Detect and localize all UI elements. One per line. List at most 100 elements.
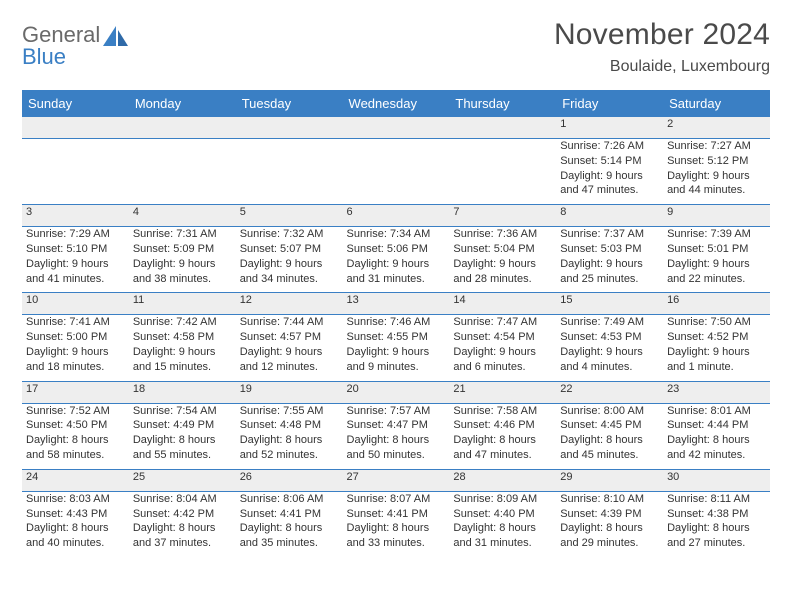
day-info: Sunrise: 7:57 AMSunset: 4:47 PMDaylight:… [347,404,446,463]
daylight-text: Daylight: 9 hours [240,257,339,272]
daylight-text: and 1 minute. [667,360,766,375]
sunrise-text: Sunrise: 7:36 AM [453,227,552,242]
daylight-text: and 41 minutes. [26,272,125,287]
sunrise-text: Sunrise: 7:41 AM [26,315,125,330]
day-number-cell [129,117,236,138]
sunrise-text: Sunrise: 8:01 AM [667,404,766,419]
sunrise-text: Sunrise: 7:58 AM [453,404,552,419]
day-header: Saturday [663,90,770,117]
daylight-text: and 42 minutes. [667,448,766,463]
daylight-text: and 37 minutes. [133,536,232,551]
daylight-text: Daylight: 9 hours [133,257,232,272]
day-number-cell: 30 [663,469,770,491]
day-info: Sunrise: 8:10 AMSunset: 4:39 PMDaylight:… [560,492,659,551]
calendar-body: 12Sunrise: 7:26 AMSunset: 5:14 PMDayligh… [22,117,770,557]
sunset-text: Sunset: 4:42 PM [133,507,232,522]
sunset-text: Sunset: 5:01 PM [667,242,766,257]
page-header: General Blue November 2024 Boulaide, Lux… [22,18,770,76]
day-number-cell: 14 [449,293,556,315]
location-text: Boulaide, Luxembourg [554,58,770,76]
daylight-text: and 52 minutes. [240,448,339,463]
sunrise-text: Sunrise: 7:52 AM [26,404,125,419]
sunset-text: Sunset: 4:53 PM [560,330,659,345]
day-info-cell: Sunrise: 8:04 AMSunset: 4:42 PMDaylight:… [129,491,236,557]
day-info: Sunrise: 8:09 AMSunset: 4:40 PMDaylight:… [453,492,552,551]
sunset-text: Sunset: 4:54 PM [453,330,552,345]
daylight-text: and 22 minutes. [667,272,766,287]
brand-logo: General Blue [22,18,129,68]
daylight-text: Daylight: 8 hours [347,433,446,448]
sunrise-text: Sunrise: 8:07 AM [347,492,446,507]
sunset-text: Sunset: 4:41 PM [347,507,446,522]
sunset-text: Sunset: 4:58 PM [133,330,232,345]
sunset-text: Sunset: 4:40 PM [453,507,552,522]
calendar-table: Sunday Monday Tuesday Wednesday Thursday… [22,90,770,557]
daylight-text: and 47 minutes. [560,183,659,198]
sunset-text: Sunset: 5:14 PM [560,154,659,169]
day-info-cell: Sunrise: 8:00 AMSunset: 4:45 PMDaylight:… [556,403,663,469]
day-info: Sunrise: 8:03 AMSunset: 4:43 PMDaylight:… [26,492,125,551]
sunset-text: Sunset: 4:55 PM [347,330,446,345]
day-info: Sunrise: 7:55 AMSunset: 4:48 PMDaylight:… [240,404,339,463]
sunrise-text: Sunrise: 7:37 AM [560,227,659,242]
daylight-text: Daylight: 8 hours [667,433,766,448]
sunrise-text: Sunrise: 8:04 AM [133,492,232,507]
daylight-text: Daylight: 9 hours [453,257,552,272]
sunrise-text: Sunrise: 7:50 AM [667,315,766,330]
sunrise-text: Sunrise: 7:42 AM [133,315,232,330]
daylight-text: and 35 minutes. [240,536,339,551]
sunrise-text: Sunrise: 7:31 AM [133,227,232,242]
daylight-text: Daylight: 9 hours [133,345,232,360]
daylight-text: and 58 minutes. [26,448,125,463]
daylight-text: Daylight: 9 hours [240,345,339,360]
day-info-cell: Sunrise: 7:42 AMSunset: 4:58 PMDaylight:… [129,315,236,381]
calendar-header-row: Sunday Monday Tuesday Wednesday Thursday… [22,90,770,117]
daylight-text: and 31 minutes. [453,536,552,551]
day-info-cell: Sunrise: 8:09 AMSunset: 4:40 PMDaylight:… [449,491,556,557]
day-info: Sunrise: 7:47 AMSunset: 4:54 PMDaylight:… [453,315,552,374]
day-info: Sunrise: 7:42 AMSunset: 4:58 PMDaylight:… [133,315,232,374]
sunrise-text: Sunrise: 8:06 AM [240,492,339,507]
day-number-cell: 26 [236,469,343,491]
daylight-text: Daylight: 9 hours [26,257,125,272]
brand-text-blue: Blue [22,44,66,69]
day-info: Sunrise: 7:39 AMSunset: 5:01 PMDaylight:… [667,227,766,286]
sunset-text: Sunset: 5:06 PM [347,242,446,257]
day-info: Sunrise: 7:26 AMSunset: 5:14 PMDaylight:… [560,139,659,198]
sunrise-text: Sunrise: 8:00 AM [560,404,659,419]
day-info: Sunrise: 7:37 AMSunset: 5:03 PMDaylight:… [560,227,659,286]
daylight-text: Daylight: 8 hours [560,521,659,536]
day-info-cell: Sunrise: 7:44 AMSunset: 4:57 PMDaylight:… [236,315,343,381]
day-info: Sunrise: 7:50 AMSunset: 4:52 PMDaylight:… [667,315,766,374]
day-number-cell: 20 [343,381,450,403]
sunset-text: Sunset: 5:12 PM [667,154,766,169]
day-number-row: 3456789 [22,205,770,227]
day-info: Sunrise: 8:11 AMSunset: 4:38 PMDaylight:… [667,492,766,551]
day-info-cell: Sunrise: 7:47 AMSunset: 4:54 PMDaylight:… [449,315,556,381]
daylight-text: and 27 minutes. [667,536,766,551]
sunrise-text: Sunrise: 7:49 AM [560,315,659,330]
day-number-cell: 8 [556,205,663,227]
day-number-cell: 2 [663,117,770,138]
brand-text: General Blue [22,24,100,68]
day-info: Sunrise: 7:54 AMSunset: 4:49 PMDaylight:… [133,404,232,463]
day-info: Sunrise: 8:04 AMSunset: 4:42 PMDaylight:… [133,492,232,551]
daylight-text: and 34 minutes. [240,272,339,287]
sunrise-text: Sunrise: 7:54 AM [133,404,232,419]
day-header: Tuesday [236,90,343,117]
day-info: Sunrise: 7:41 AMSunset: 5:00 PMDaylight:… [26,315,125,374]
day-info-cell: Sunrise: 8:07 AMSunset: 4:41 PMDaylight:… [343,491,450,557]
day-number-cell: 13 [343,293,450,315]
day-info-cell: Sunrise: 7:55 AMSunset: 4:48 PMDaylight:… [236,403,343,469]
day-info-cell: Sunrise: 7:39 AMSunset: 5:01 PMDaylight:… [663,227,770,293]
daylight-text: Daylight: 9 hours [560,257,659,272]
daylight-text: and 18 minutes. [26,360,125,375]
day-info: Sunrise: 7:58 AMSunset: 4:46 PMDaylight:… [453,404,552,463]
day-info-row: Sunrise: 7:29 AMSunset: 5:10 PMDaylight:… [22,227,770,293]
daylight-text: Daylight: 8 hours [240,433,339,448]
day-number-cell [449,117,556,138]
day-number-cell: 18 [129,381,236,403]
daylight-text: and 6 minutes. [453,360,552,375]
sunrise-text: Sunrise: 7:27 AM [667,139,766,154]
day-header: Thursday [449,90,556,117]
